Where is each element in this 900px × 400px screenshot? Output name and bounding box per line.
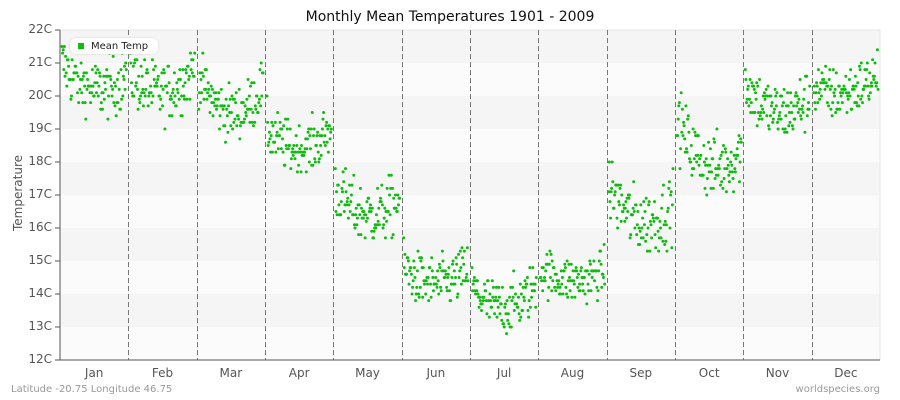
x-tick-label: Dec xyxy=(834,366,858,380)
x-tick-label: Jan xyxy=(84,366,104,380)
x-tick-label: Nov xyxy=(765,366,790,380)
x-tick-label: May xyxy=(355,366,380,380)
source-credit[interactable]: worldspecies.org xyxy=(795,384,880,395)
x-tick-label: Mar xyxy=(219,366,243,380)
y-tick-label: 22C xyxy=(28,22,52,36)
y-tick-label: 21C xyxy=(28,55,52,69)
y-tick-marks xyxy=(55,29,60,361)
location-caption: Latitude -20.75 Longitude 46.75 xyxy=(11,384,173,395)
x-tick-label: Jun xyxy=(426,366,446,380)
y-tick-label: 20C xyxy=(28,88,52,102)
y-tick-label: 12C xyxy=(28,352,52,366)
data-points xyxy=(60,45,880,336)
y-tick-label: 14C xyxy=(28,286,52,300)
legend-swatch-icon xyxy=(78,43,84,49)
chart-title: Monthly Mean Temperatures 1901 - 2009 xyxy=(305,9,595,25)
y-tick-label: 15C xyxy=(28,253,52,267)
x-tick-label: Sep xyxy=(629,366,653,380)
legend: Mean Temp xyxy=(70,38,159,54)
x-tick-label: Aug xyxy=(560,366,585,380)
x-tick-label: Oct xyxy=(698,366,720,380)
y-tick-label: 16C xyxy=(28,220,52,234)
legend-label: Mean Temp xyxy=(91,40,149,52)
y-tick-label: 18C xyxy=(28,154,52,168)
y-tick-label: 19C xyxy=(28,121,52,135)
x-tick-label: Feb xyxy=(151,366,174,380)
y-tick-label: 17C xyxy=(28,187,52,201)
month-dividers xyxy=(128,30,813,360)
x-tick-label: Jul xyxy=(496,366,512,380)
x-tick-label: Apr xyxy=(288,366,310,380)
y-tick-label: 13C xyxy=(28,319,52,333)
